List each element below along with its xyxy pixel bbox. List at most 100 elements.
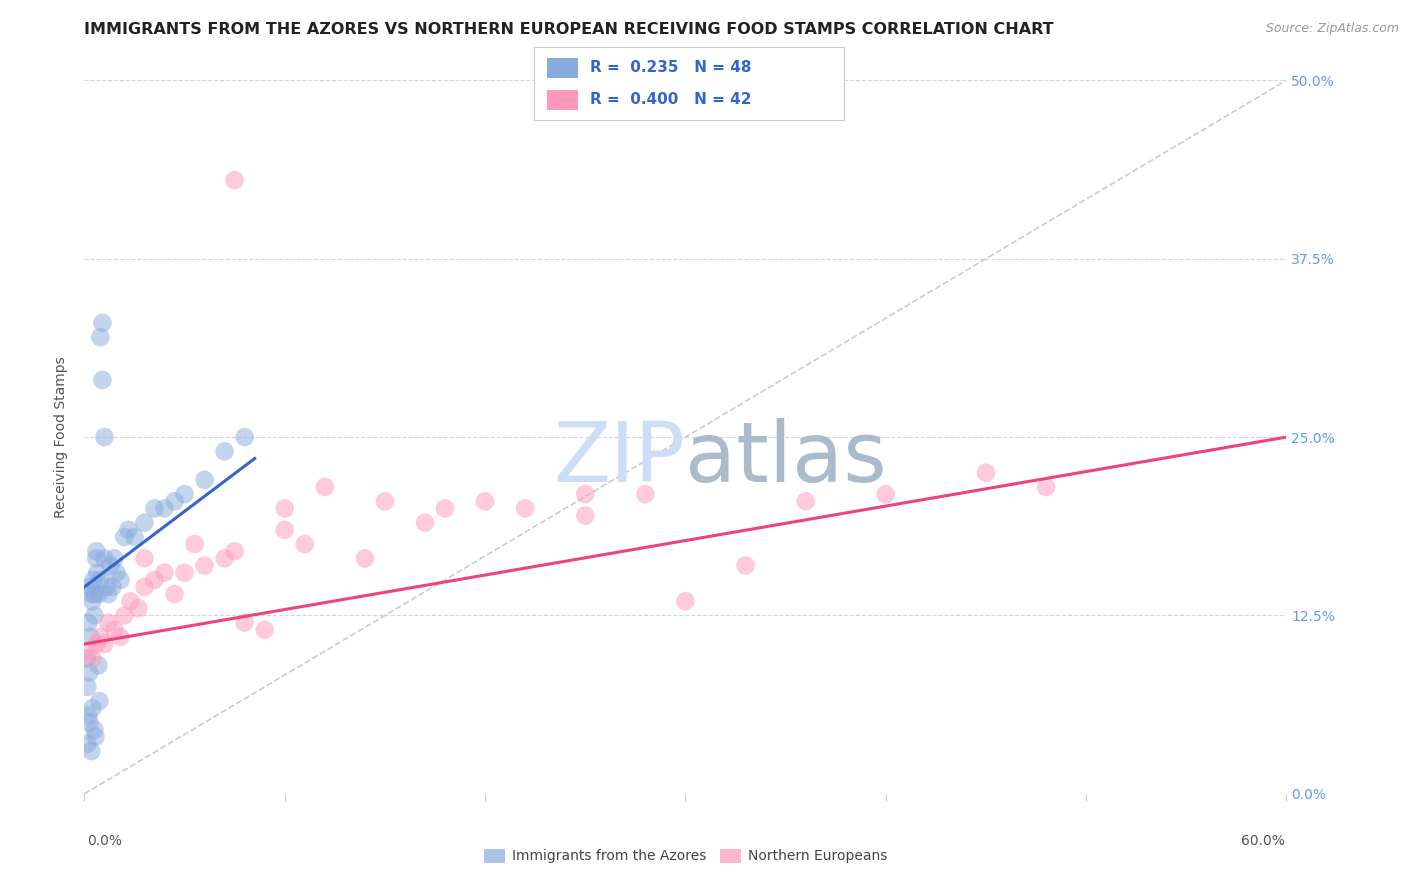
Point xyxy=(117,523,139,537)
Point xyxy=(82,701,104,715)
Point xyxy=(103,551,125,566)
Point xyxy=(97,587,120,601)
Point xyxy=(224,544,246,558)
Point xyxy=(194,473,217,487)
Text: 60.0%: 60.0% xyxy=(1241,834,1285,848)
Point xyxy=(79,580,101,594)
Point xyxy=(294,537,316,551)
Point xyxy=(83,587,105,601)
Point xyxy=(124,530,146,544)
Point xyxy=(134,580,156,594)
Point xyxy=(153,501,176,516)
Point xyxy=(80,744,103,758)
Point xyxy=(515,501,537,516)
Point xyxy=(87,587,110,601)
Point xyxy=(143,501,166,516)
Point xyxy=(214,444,236,458)
Point xyxy=(274,501,297,516)
Point xyxy=(1035,480,1057,494)
Point xyxy=(474,494,496,508)
Point xyxy=(233,615,256,630)
Point xyxy=(93,430,115,444)
Text: ZIP: ZIP xyxy=(554,418,686,499)
Point xyxy=(96,580,118,594)
Point xyxy=(77,615,100,630)
Point xyxy=(974,466,997,480)
Point xyxy=(97,615,120,630)
Point xyxy=(374,494,396,508)
Bar xyxy=(547,57,578,78)
Point xyxy=(214,551,236,566)
Point xyxy=(675,594,697,608)
Point xyxy=(224,173,246,187)
Point xyxy=(105,566,128,580)
Text: R =  0.400   N = 42: R = 0.400 N = 42 xyxy=(591,92,751,107)
Y-axis label: Receiving Food Stamps: Receiving Food Stamps xyxy=(55,356,69,518)
Point xyxy=(127,601,149,615)
Point xyxy=(86,551,108,566)
Point xyxy=(134,551,156,566)
Point xyxy=(434,501,457,516)
Point xyxy=(83,723,105,737)
Text: IMMIGRANTS FROM THE AZORES VS NORTHERN EUROPEAN RECEIVING FOOD STAMPS CORRELATIO: IMMIGRANTS FROM THE AZORES VS NORTHERN E… xyxy=(84,22,1054,37)
Point xyxy=(91,316,114,330)
Point xyxy=(86,544,108,558)
Point xyxy=(163,494,186,508)
Point xyxy=(734,558,756,573)
Point xyxy=(79,715,101,730)
Point xyxy=(79,630,101,644)
Point xyxy=(75,651,97,665)
Point xyxy=(76,680,98,694)
Text: Source: ZipAtlas.com: Source: ZipAtlas.com xyxy=(1265,22,1399,36)
Point xyxy=(77,708,100,723)
Point xyxy=(634,487,657,501)
Point xyxy=(93,637,115,651)
Point xyxy=(80,587,103,601)
Point xyxy=(84,730,107,744)
Text: atlas: atlas xyxy=(686,418,887,499)
Point xyxy=(100,558,122,573)
Point xyxy=(153,566,176,580)
Point xyxy=(233,430,256,444)
Point xyxy=(89,694,111,708)
Point xyxy=(143,573,166,587)
Point xyxy=(87,658,110,673)
Point xyxy=(134,516,156,530)
Point xyxy=(93,551,115,566)
Point xyxy=(82,651,104,665)
Point xyxy=(77,644,100,658)
Point xyxy=(574,508,596,523)
Point xyxy=(83,608,105,623)
Point xyxy=(274,523,297,537)
Point xyxy=(76,737,98,751)
Point xyxy=(89,573,111,587)
Point xyxy=(173,566,195,580)
Point xyxy=(875,487,897,501)
Point xyxy=(79,665,101,680)
Bar xyxy=(547,90,578,111)
Point xyxy=(82,594,104,608)
Point xyxy=(89,630,111,644)
Point xyxy=(253,623,276,637)
Point xyxy=(314,480,336,494)
Point xyxy=(86,566,108,580)
Point xyxy=(120,594,142,608)
Text: 0.0%: 0.0% xyxy=(87,834,122,848)
Point xyxy=(163,587,186,601)
Point xyxy=(794,494,817,508)
Point xyxy=(103,623,125,637)
Legend: Immigrants from the Azores, Northern Europeans: Immigrants from the Azores, Northern Eur… xyxy=(478,843,893,869)
Point xyxy=(413,516,436,530)
Point xyxy=(101,580,124,594)
Point xyxy=(574,487,596,501)
Point xyxy=(114,530,135,544)
Point xyxy=(110,630,132,644)
Point xyxy=(173,487,195,501)
Point xyxy=(354,551,377,566)
Point xyxy=(183,537,205,551)
Point xyxy=(86,637,108,651)
Point xyxy=(110,573,132,587)
Point xyxy=(89,330,111,344)
Point xyxy=(194,558,217,573)
Point xyxy=(91,373,114,387)
